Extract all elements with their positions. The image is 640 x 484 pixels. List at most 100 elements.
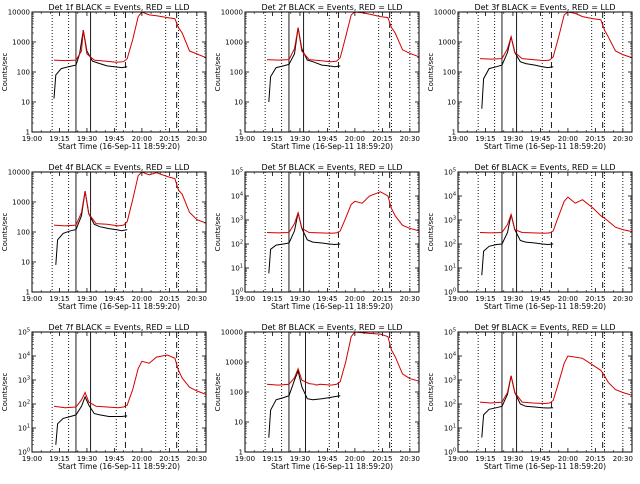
plot-frame xyxy=(457,171,633,293)
y-tick-label: 104 xyxy=(444,192,456,201)
y-tick-label: 1000 xyxy=(225,359,243,367)
lld-series-line xyxy=(479,12,632,62)
y-axis-label: Counts/sec xyxy=(427,213,435,252)
x-tick-label: 19:15 xyxy=(475,295,495,303)
y-tick-label: 1000 xyxy=(12,199,30,207)
x-tick-label: 20:30 xyxy=(400,295,420,303)
y-tick-label: 1 xyxy=(239,449,243,457)
y-tick-label: 1 xyxy=(26,289,30,297)
y-tick-label: 1 xyxy=(26,129,30,137)
y-tick-label: 1 xyxy=(452,129,456,137)
y-tick-label: 100 xyxy=(444,448,456,457)
lld-series-line xyxy=(266,191,419,234)
y-tick-label: 1000 xyxy=(12,39,30,47)
y-tick-label: 100 xyxy=(17,69,30,77)
x-tick-label: 19:30 xyxy=(77,135,97,143)
y-tick-label: 105 xyxy=(444,168,456,177)
x-tick-label: 19:00 xyxy=(22,295,42,303)
x-tick-label: 19:00 xyxy=(448,135,468,143)
lld-series-line xyxy=(53,354,206,409)
x-tick-label: 20:30 xyxy=(613,455,633,463)
x-tick-label: 19:30 xyxy=(503,135,523,143)
chart-panel: Det 5f BLACK = Events, RED = LLD 19:00 19:… xyxy=(214,163,420,311)
x-tick-label: 19:15 xyxy=(49,455,69,463)
chart-title: Det 2f BLACK = Events, RED = LLD xyxy=(261,3,402,12)
plot-frame xyxy=(244,331,420,453)
x-tick-label: 19:00 xyxy=(22,135,42,143)
y-tick-label: 102 xyxy=(18,400,30,409)
y-tick-label: 100 xyxy=(18,448,30,457)
x-tick-label: 19:45 xyxy=(530,455,550,463)
plot-frame xyxy=(457,11,633,133)
x-axis-label: Start Time (16-Sep-11 18:59:20) xyxy=(484,142,606,151)
y-tick-label: 103 xyxy=(18,376,30,385)
lld-series-line xyxy=(266,12,419,63)
chart-title: Det 9f BLACK = Events, RED = LLD xyxy=(474,323,615,332)
chart-title: Det 6f BLACK = Events, RED = LLD xyxy=(474,163,615,172)
plot-frame xyxy=(244,171,420,293)
y-axis-label: Counts/sec xyxy=(214,53,222,92)
y-tick-label: 100 xyxy=(230,389,243,397)
chart-panel: Det 8f BLACK = Events, RED = LLD 19:00 19:… xyxy=(214,323,420,471)
x-tick-label: 19:30 xyxy=(290,135,310,143)
events-series-line xyxy=(55,395,128,445)
x-tick-label: 19:45 xyxy=(317,135,337,143)
chart-title: Det 1f BLACK = Events, RED = LLD xyxy=(48,3,189,12)
y-tick-label: 1000 xyxy=(438,39,456,47)
y-tick-label: 103 xyxy=(231,216,243,225)
x-tick-label: 20:00 xyxy=(345,135,365,143)
chart-title: Det 3f BLACK = Events, RED = LLD xyxy=(474,3,615,12)
x-tick-label: 19:15 xyxy=(49,135,69,143)
x-tick-label: 20:30 xyxy=(400,135,420,143)
lld-series-line xyxy=(53,172,206,227)
chart-title: Det 4f BLACK = Events, RED = LLD xyxy=(48,163,189,172)
x-tick-label: 19:00 xyxy=(235,135,255,143)
y-axis-label: Counts/sec xyxy=(1,53,9,92)
y-tick-label: 102 xyxy=(444,240,456,249)
y-tick-label: 1 xyxy=(239,129,243,137)
x-tick-label: 19:45 xyxy=(104,135,124,143)
y-tick-label: 104 xyxy=(18,352,30,361)
y-tick-label: 1000 xyxy=(225,39,243,47)
x-axis-label: Start Time (16-Sep-11 18:59:20) xyxy=(58,142,180,151)
x-tick-label: 20:15 xyxy=(159,455,179,463)
lld-series-line xyxy=(266,332,419,386)
x-tick-label: 19:45 xyxy=(317,295,337,303)
x-axis-label: Start Time (16-Sep-11 18:59:20) xyxy=(271,302,393,311)
x-axis-label: Start Time (16-Sep-11 18:59:20) xyxy=(58,462,180,471)
chart-title: Det 5f BLACK = Events, RED = LLD xyxy=(261,163,402,172)
x-axis-label: Start Time (16-Sep-11 18:59:20) xyxy=(484,302,606,311)
y-tick-label: 10000 xyxy=(221,329,243,337)
y-tick-label: 100 xyxy=(17,229,30,237)
chart-panel: Det 9f BLACK = Events, RED = LLD 19:00 19:… xyxy=(427,323,633,471)
y-tick-label: 10000 xyxy=(221,9,243,17)
plot-frame xyxy=(31,331,207,453)
y-tick-label: 101 xyxy=(444,424,456,433)
x-tick-label: 19:45 xyxy=(530,135,550,143)
x-tick-label: 20:30 xyxy=(613,135,633,143)
x-tick-label: 19:15 xyxy=(262,295,282,303)
x-tick-label: 19:30 xyxy=(77,455,97,463)
x-tick-label: 20:15 xyxy=(585,135,605,143)
y-tick-label: 10000 xyxy=(8,9,30,17)
x-tick-label: 20:15 xyxy=(159,295,179,303)
x-tick-label: 20:15 xyxy=(159,135,179,143)
lld-series-line xyxy=(479,355,632,405)
x-tick-label: 19:30 xyxy=(290,455,310,463)
y-axis-label: Counts/sec xyxy=(1,213,9,252)
x-tick-label: 20:00 xyxy=(132,295,152,303)
x-axis-label: Start Time (16-Sep-11 18:59:20) xyxy=(271,142,393,151)
chart-panel: Det 2f BLACK = Events, RED = LLD 19:00 19:… xyxy=(214,3,420,151)
y-tick-label: 102 xyxy=(231,240,243,249)
y-tick-label: 101 xyxy=(231,264,243,273)
x-tick-label: 19:30 xyxy=(503,295,523,303)
y-tick-label: 10 xyxy=(234,99,243,107)
x-tick-label: 19:15 xyxy=(262,135,282,143)
x-tick-label: 20:30 xyxy=(187,135,207,143)
y-tick-label: 10 xyxy=(447,99,456,107)
x-tick-label: 20:30 xyxy=(400,455,420,463)
plot-frame xyxy=(31,171,207,293)
y-tick-label: 100 xyxy=(444,288,456,297)
lld-series-line xyxy=(53,12,206,63)
